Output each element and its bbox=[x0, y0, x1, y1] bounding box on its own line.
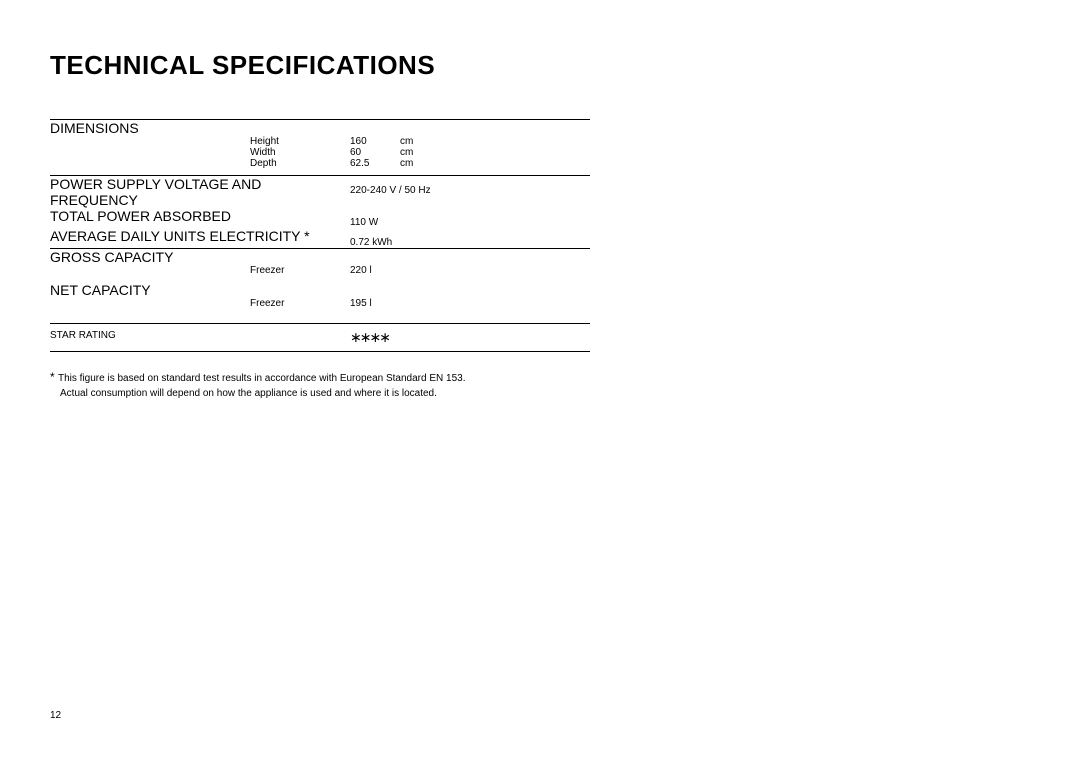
dimensions-heading: DIMENSIONS bbox=[50, 120, 590, 137]
avg-daily-heading: AVERAGE DAILY UNITS ELECTRICITY * bbox=[50, 228, 350, 249]
section-avg-daily: AVERAGE DAILY UNITS ELECTRICITY * 0.72 k… bbox=[50, 228, 590, 249]
power-supply-value: 220-240 V / 50 Hz bbox=[350, 176, 590, 209]
page-title: TECHNICAL SPECIFICATIONS bbox=[50, 50, 590, 81]
footnote: This figure is based on standard test re… bbox=[50, 368, 590, 401]
section-total-power: TOTAL POWER ABSORBED 110 W bbox=[50, 208, 590, 228]
gross-row: Freezer 220 l bbox=[50, 265, 590, 282]
footnote-line2: Actual consumption will depend on how th… bbox=[50, 386, 590, 401]
footnote-line1: This figure is based on standard test re… bbox=[50, 368, 590, 386]
net-label: Freezer bbox=[250, 298, 350, 309]
dim-unit: cm bbox=[400, 147, 590, 158]
dim-row-height: Height 160 cm bbox=[50, 136, 590, 147]
section-power-supply: POWER SUPPLY VOLTAGE AND FREQUENCY 220-2… bbox=[50, 176, 590, 209]
net-row: Freezer 195 l bbox=[50, 298, 590, 309]
avg-daily-value: 0.72 kWh bbox=[350, 228, 590, 249]
dim-row-depth: Depth 62.5 cm bbox=[50, 158, 590, 176]
total-power-value: 110 W bbox=[350, 208, 590, 228]
gross-capacity-heading: GROSS CAPACITY bbox=[50, 249, 590, 266]
dim-value: 62.5 bbox=[350, 158, 400, 176]
dim-unit: cm bbox=[400, 136, 590, 147]
gross-label: Freezer bbox=[250, 265, 350, 282]
spec-page: TECHNICAL SPECIFICATIONS DIMENSIONS Heig… bbox=[50, 50, 590, 401]
spec-table: DIMENSIONS Height 160 cm Width 60 cm Dep… bbox=[50, 119, 590, 352]
dim-unit: cm bbox=[400, 158, 590, 176]
dim-label: Depth bbox=[250, 158, 350, 176]
net-spacer bbox=[50, 309, 590, 323]
section-net-capacity: NET CAPACITY bbox=[50, 282, 590, 298]
dim-value: 60 bbox=[350, 147, 400, 158]
star-glyphs: ∗∗∗∗ bbox=[350, 329, 389, 345]
dim-label: Width bbox=[250, 147, 350, 158]
dim-value: 160 bbox=[350, 136, 400, 147]
net-value: 195 l bbox=[350, 298, 590, 309]
gross-value: 220 l bbox=[350, 265, 590, 282]
power-supply-heading: POWER SUPPLY VOLTAGE AND FREQUENCY bbox=[50, 176, 350, 209]
star-rating-icon: ∗∗∗∗ bbox=[350, 323, 590, 351]
section-star-rating: STAR RATING ∗∗∗∗ bbox=[50, 323, 590, 351]
star-rating-heading: STAR RATING bbox=[50, 323, 350, 351]
dim-row-width: Width 60 cm bbox=[50, 147, 590, 158]
page-number: 12 bbox=[50, 710, 61, 721]
dim-label: Height bbox=[250, 136, 350, 147]
total-power-heading: TOTAL POWER ABSORBED bbox=[50, 208, 350, 228]
section-gross-capacity: GROSS CAPACITY bbox=[50, 249, 590, 266]
section-dimensions: DIMENSIONS bbox=[50, 120, 590, 137]
net-capacity-heading: NET CAPACITY bbox=[50, 282, 590, 298]
